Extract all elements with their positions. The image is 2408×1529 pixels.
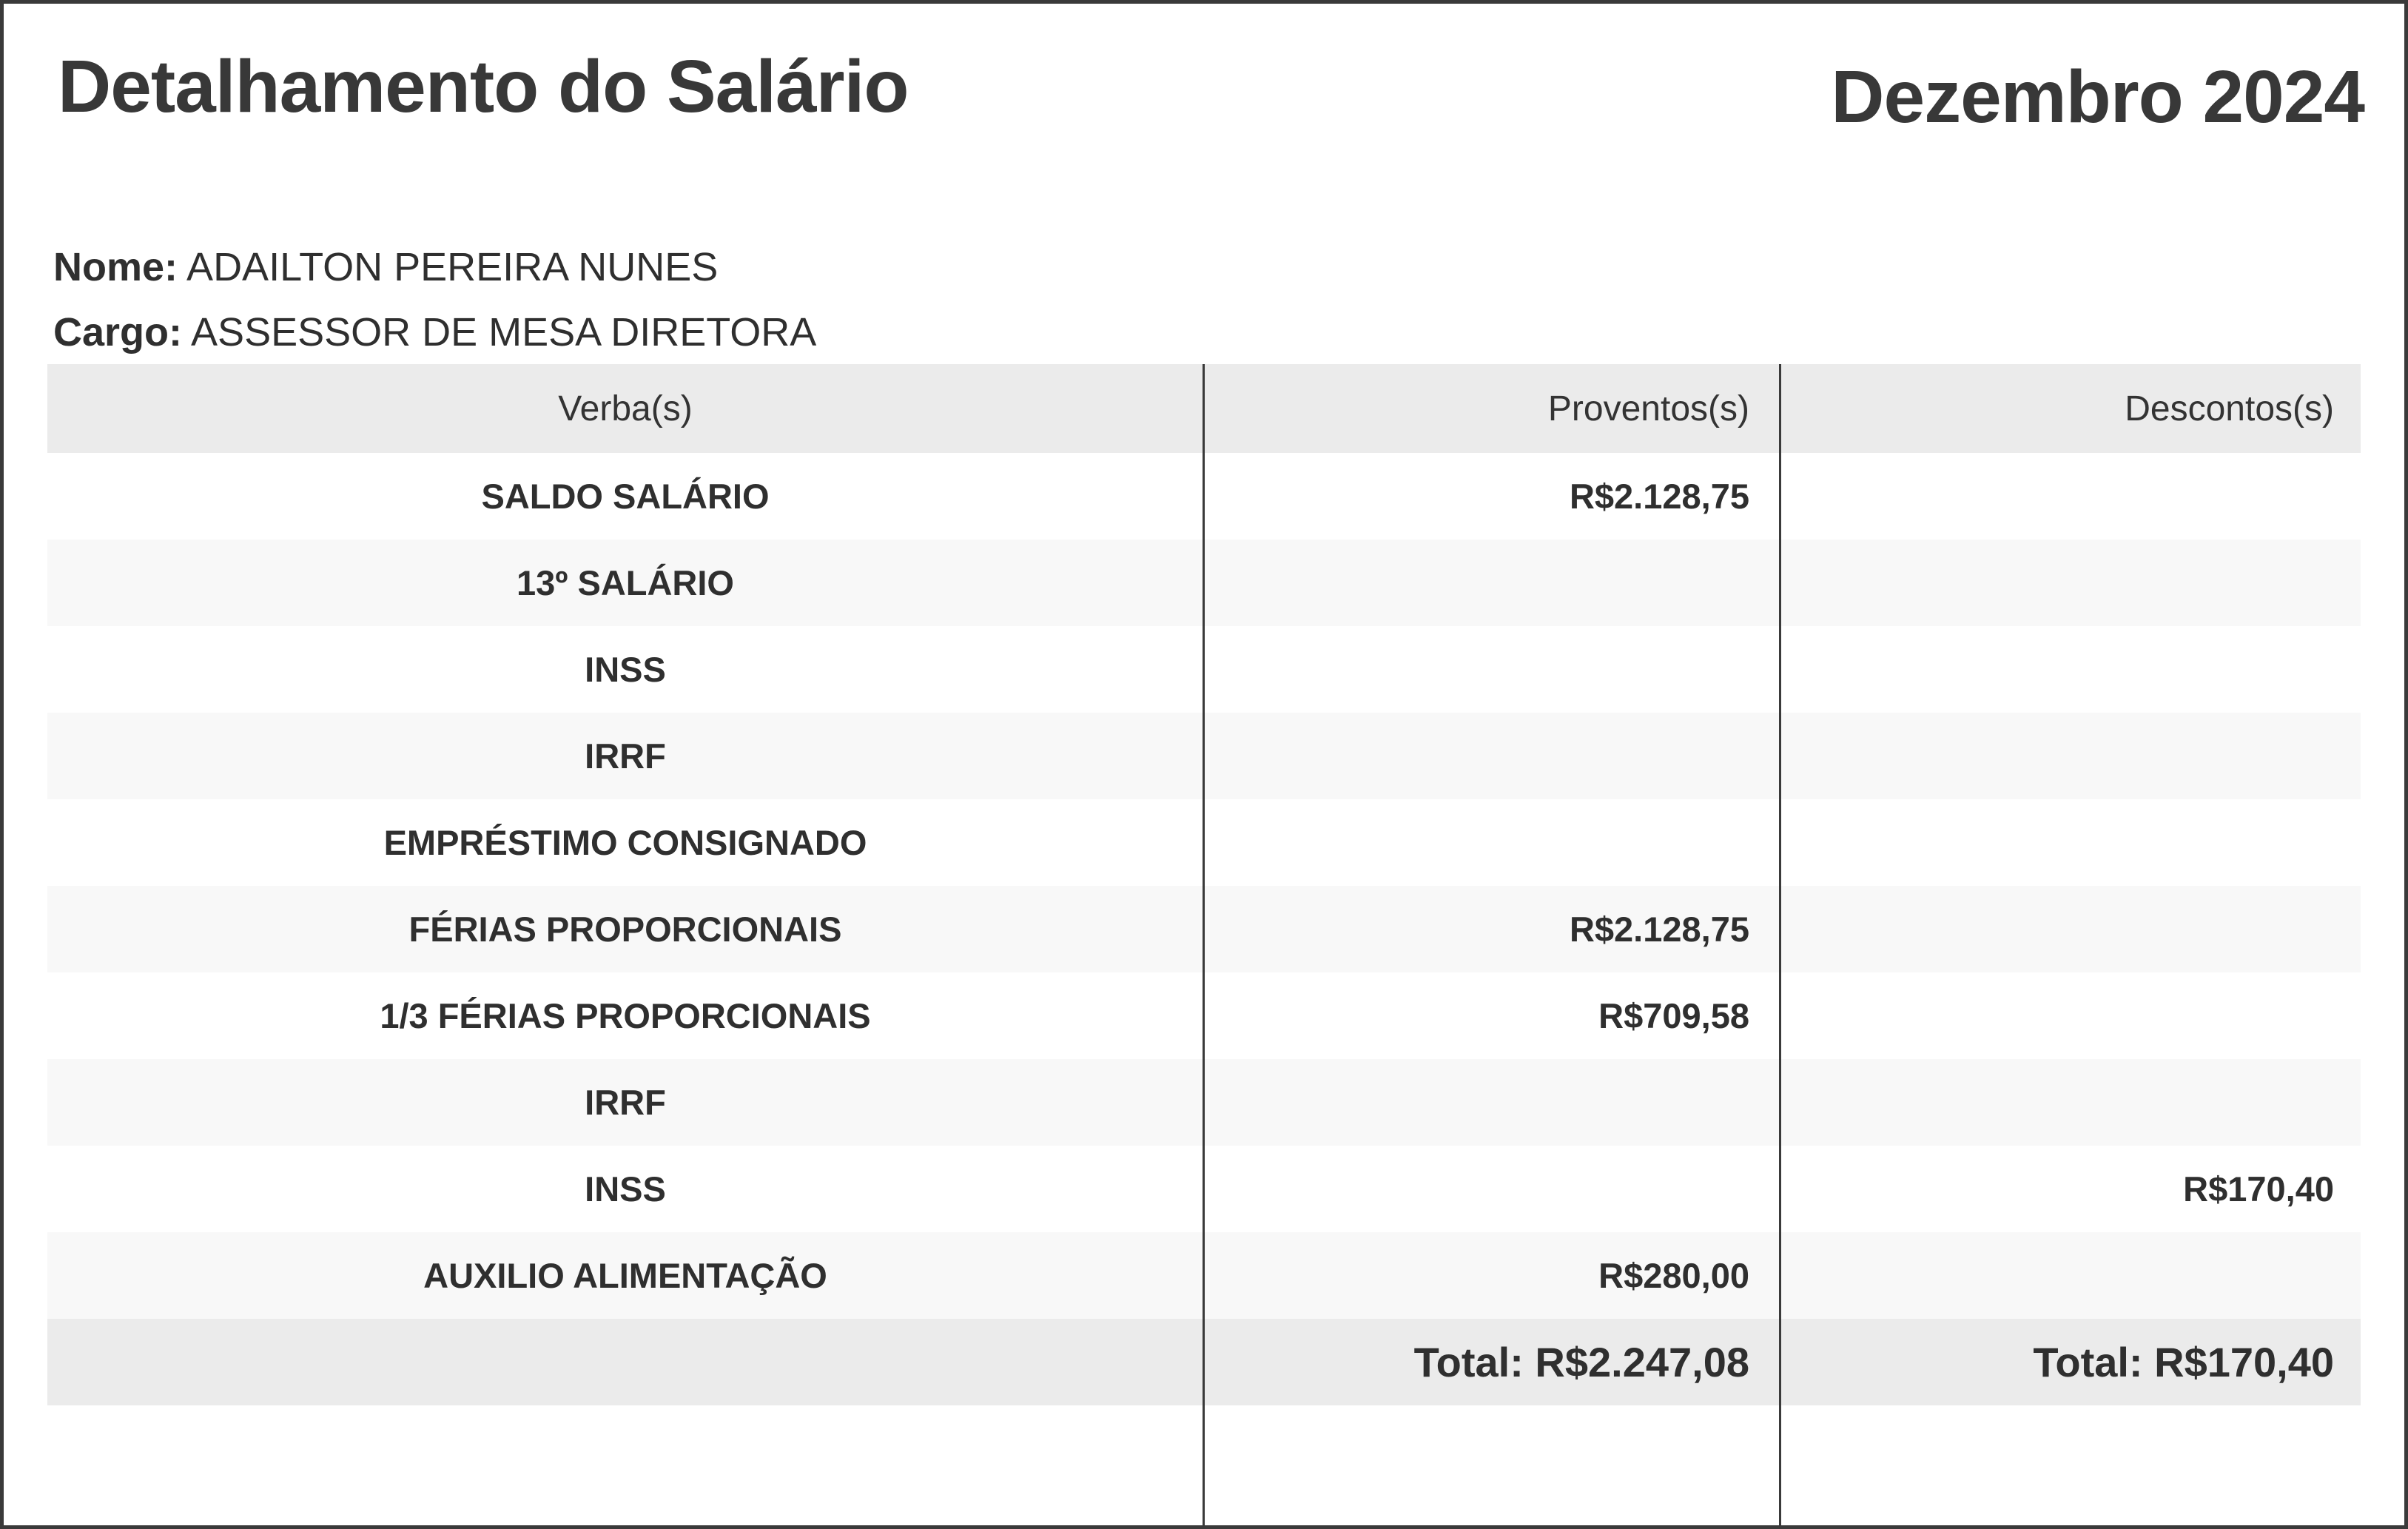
total-empty-cell: [47, 1319, 1203, 1405]
row-proventos: R$709,58: [1598, 996, 1749, 1035]
row-verba: 13º SALÁRIO: [516, 563, 734, 602]
row-proventos: R$2.128,75: [1569, 910, 1749, 949]
row-proventos: R$2.128,75: [1569, 477, 1749, 516]
column-divider-2: [1779, 364, 1781, 1525]
page-header: Detalhamento do Salário Dezembro 2024: [4, 4, 2404, 140]
row-descontos: [1780, 626, 2361, 713]
employee-name: ADAILTON PEREIRA NUNES: [186, 245, 719, 289]
row-proventos: [1203, 1146, 1780, 1232]
row-descontos: [1780, 453, 2361, 540]
row-proventos: R$280,00: [1598, 1256, 1749, 1295]
employee-info: Nome: ADAILTON PEREIRA NUNES Cargo: ASSE…: [53, 235, 816, 365]
page-title: Detalhamento do Salário: [58, 45, 909, 128]
row-descontos: [1780, 1232, 2361, 1319]
name-label: Nome:: [53, 245, 178, 289]
row-descontos: [1780, 1059, 2361, 1146]
period-label: Dezembro 2024: [1831, 56, 2365, 138]
column-divider-1: [1203, 364, 1205, 1525]
row-proventos: [1203, 713, 1780, 799]
column-header-verbas: Verba(s): [558, 389, 693, 429]
employee-role: ASSESSOR DE MESA DIRETORA: [191, 310, 817, 354]
row-descontos: R$170,40: [2183, 1169, 2334, 1209]
row-verba: FÉRIAS PROPORCIONAIS: [408, 910, 842, 949]
column-header-proventos: Proventos(s): [1547, 389, 1749, 429]
row-verba: INSS: [585, 650, 666, 689]
employee-name-line: Nome: ADAILTON PEREIRA NUNES: [53, 235, 816, 300]
row-proventos: [1203, 1059, 1780, 1146]
row-verba: 1/3 FÉRIAS PROPORCIONAIS: [380, 996, 871, 1035]
row-descontos: [1780, 713, 2361, 799]
row-proventos: [1203, 799, 1780, 886]
row-verba: AUXILIO ALIMENTAÇÃO: [423, 1256, 827, 1295]
row-verba: INSS: [585, 1169, 666, 1209]
employee-role-line: Cargo: ASSESSOR DE MESA DIRETORA: [53, 300, 816, 365]
column-header-descontos: Descontos(s): [2125, 389, 2334, 429]
row-descontos: [1780, 972, 2361, 1059]
row-verba: IRRF: [585, 1083, 666, 1122]
row-verba: EMPRÉSTIMO CONSIGNADO: [383, 823, 867, 862]
row-descontos: [1780, 540, 2361, 626]
row-proventos: [1203, 540, 1780, 626]
role-label: Cargo:: [53, 310, 182, 354]
total-proventos: Total: R$2.247,08: [1413, 1339, 1749, 1385]
row-verba: IRRF: [585, 736, 666, 776]
row-verba: SALDO SALÁRIO: [481, 477, 770, 516]
row-proventos: [1203, 626, 1780, 713]
row-descontos: [1780, 886, 2361, 972]
total-descontos: Total: R$170,40: [2033, 1339, 2334, 1385]
row-descontos: [1780, 799, 2361, 886]
